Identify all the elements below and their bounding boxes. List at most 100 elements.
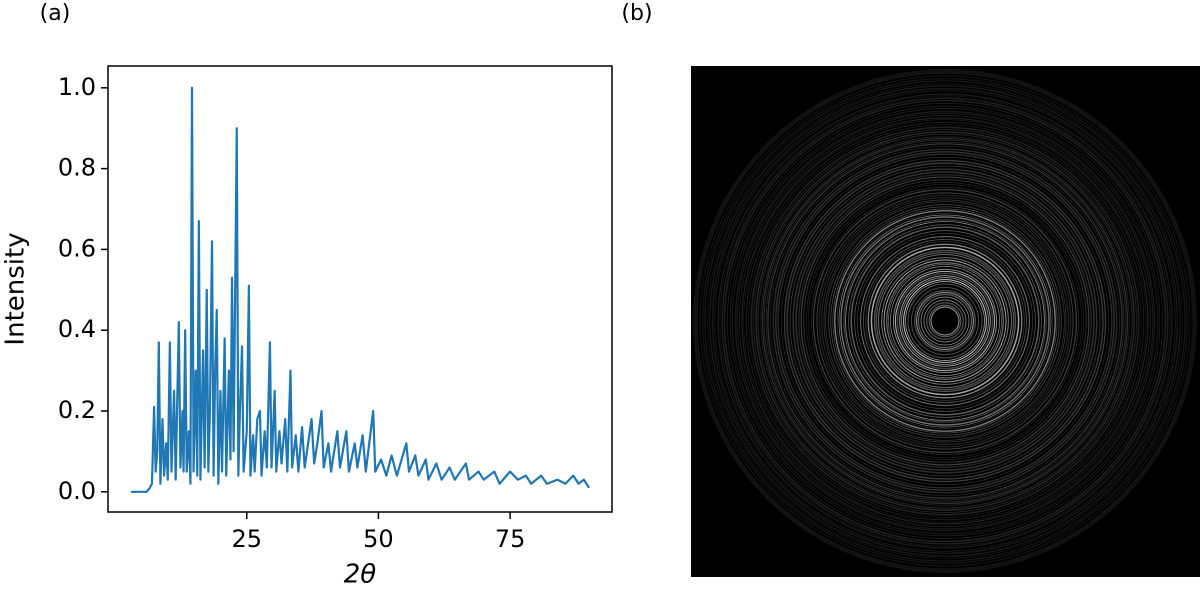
ring: [838, 214, 1052, 428]
ring: [772, 148, 1118, 494]
ring: [750, 126, 1140, 516]
panel-label: (a): [40, 1, 71, 26]
ring: [711, 87, 1179, 555]
ring: [828, 204, 1062, 438]
ring: [745, 121, 1145, 521]
ring: [860, 236, 1030, 406]
ring: [723, 99, 1167, 543]
ring: [803, 179, 1087, 463]
ring: [816, 192, 1074, 450]
ring: [807, 183, 1083, 459]
ring: [930, 306, 960, 336]
ring: [875, 251, 1015, 391]
ring: [886, 262, 1004, 380]
ring: [848, 224, 1042, 418]
ring: [741, 117, 1149, 525]
ring: [854, 230, 1036, 412]
ring: [917, 293, 973, 349]
ring: [856, 232, 1034, 410]
y-tick-label: 0.4: [58, 315, 96, 343]
y-tick-label: 0.2: [58, 396, 96, 424]
ring: [910, 286, 980, 356]
ring: [731, 107, 1159, 535]
ring: [699, 75, 1191, 567]
ring: [693, 69, 1197, 573]
y-tick-label: 0.8: [58, 154, 96, 182]
ring: [896, 272, 994, 370]
ring: [783, 159, 1107, 483]
ring: [890, 266, 1000, 376]
ring: [892, 268, 998, 374]
ring: [812, 188, 1078, 454]
ring: [721, 97, 1169, 545]
ring: [832, 208, 1058, 434]
ring: [870, 246, 1020, 396]
ring: [907, 283, 983, 359]
ring: [775, 151, 1115, 491]
data-line: [130, 86, 591, 493]
ring: [798, 174, 1092, 468]
center-spot: [933, 309, 957, 333]
ring: [901, 277, 989, 365]
ring: [748, 124, 1142, 518]
ring: [760, 136, 1130, 506]
ring: [704, 80, 1186, 562]
ring: [719, 95, 1171, 547]
ring: [877, 253, 1013, 389]
ring: [729, 105, 1161, 537]
ring: [769, 145, 1121, 497]
ring: [709, 85, 1181, 557]
x-tick-label: 25: [231, 525, 262, 553]
ring: [830, 206, 1060, 436]
ring: [734, 110, 1156, 532]
ring: [867, 243, 1023, 399]
x-tick-label: 50: [363, 525, 394, 553]
ring: [894, 270, 996, 372]
ring: [753, 129, 1137, 513]
y-tick-label: 1.0: [58, 73, 96, 101]
ring: [883, 259, 1007, 383]
ring: [765, 141, 1125, 501]
ring: [840, 216, 1050, 426]
ring: [726, 102, 1164, 540]
ring: [836, 212, 1054, 430]
ring: [795, 171, 1095, 471]
ring: [881, 257, 1009, 385]
ring: [800, 176, 1090, 466]
y-axis-label: Intensity: [1, 232, 31, 345]
ring: [777, 153, 1113, 489]
ring: [757, 133, 1133, 509]
ring: [834, 210, 1056, 432]
ring: [845, 221, 1045, 421]
panel-label: (b): [621, 1, 652, 26]
y-tick-label: 0.0: [58, 477, 96, 505]
ring: [905, 281, 985, 361]
ring: [850, 226, 1040, 416]
ring: [792, 168, 1098, 474]
ring: [707, 83, 1183, 559]
ring: [903, 279, 987, 363]
ring: [923, 299, 967, 343]
ring: [873, 249, 1017, 393]
ring: [888, 264, 1002, 378]
plot-frame: [107, 65, 613, 513]
ring: [821, 197, 1069, 445]
ring: [825, 201, 1065, 441]
ring: [920, 296, 970, 346]
ring: [925, 301, 965, 341]
ring: [916, 292, 974, 350]
ring: [806, 182, 1084, 460]
ring: [818, 194, 1072, 448]
ring: [763, 139, 1127, 503]
ring: [865, 241, 1025, 401]
ring: [767, 143, 1123, 499]
x-tick-label: 75: [495, 525, 526, 553]
ring: [717, 93, 1173, 549]
ring: [702, 78, 1188, 564]
ring: [714, 90, 1176, 552]
ring: [789, 165, 1101, 477]
ring: [743, 119, 1147, 523]
ring: [781, 157, 1109, 485]
ring: [899, 275, 991, 367]
